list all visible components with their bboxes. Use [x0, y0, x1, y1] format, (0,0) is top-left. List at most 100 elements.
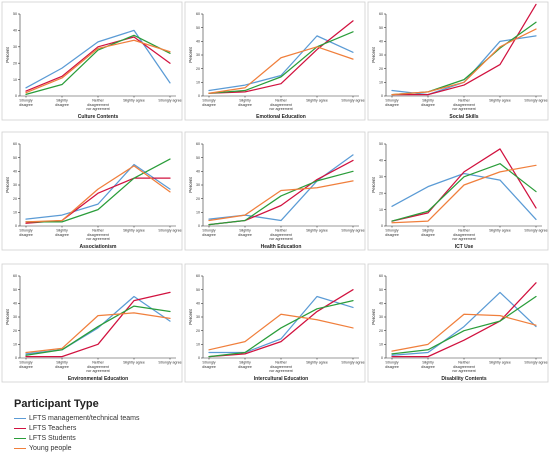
y-tick-label: 60: [196, 142, 200, 146]
panel-title: Emotional Education: [256, 114, 306, 120]
y-tick-label: 20: [13, 61, 17, 65]
legend-label-young-people: Young people: [29, 444, 72, 452]
x-tick-label: disagree: [238, 365, 252, 369]
y-tick-label: 20: [379, 329, 383, 333]
chart-panel: 01020304050PercentStronglydisagreeSlight…: [367, 131, 549, 251]
x-tick-label: disagree: [421, 103, 435, 107]
x-tick-label: nor agreement: [269, 107, 292, 111]
y-tick-label: 0: [198, 356, 200, 360]
x-tick-label: disagree: [385, 233, 399, 237]
panel-title: Health Education: [261, 244, 302, 250]
series-line: [25, 312, 171, 354]
y-axis-label: Percent: [5, 176, 10, 192]
x-tick-label: disagree: [19, 233, 33, 237]
y-tick-label: 50: [379, 142, 383, 146]
x-tick-label: disagree: [202, 103, 216, 107]
y-tick-label: 0: [198, 224, 200, 228]
x-tick-label: disagreement: [87, 103, 109, 107]
chart-panel: 0102030405060PercentStronglydisagreeSlig…: [367, 263, 549, 383]
y-axis-label: Percent: [188, 308, 193, 324]
y-tick-label: 0: [381, 94, 383, 98]
x-tick-label: nor agreement: [452, 237, 475, 241]
x-tick-label: Strongly agree: [341, 229, 364, 233]
y-tick-label: 20: [13, 197, 17, 201]
x-tick-label: Slightly: [239, 99, 251, 103]
legend-item-young-people: Young people: [14, 443, 140, 453]
y-tick-label: 30: [13, 45, 17, 49]
series-line: [391, 148, 537, 222]
panel-title: Associationism: [80, 244, 118, 250]
y-tick-label: 40: [196, 170, 200, 174]
x-tick-label: Slightly agree: [123, 361, 145, 365]
y-tick-label: 50: [196, 156, 200, 160]
x-tick-label: Strongly: [385, 99, 398, 103]
legend-item-students: LFTS Students: [14, 433, 140, 443]
panel-frame: [184, 1, 366, 121]
y-tick-label: 30: [379, 175, 383, 179]
x-tick-label: Slightly: [422, 229, 434, 233]
panel-title: ICT Use: [455, 244, 474, 250]
chart-panel: 0102030405060PercentStronglydisagreeSlig…: [1, 131, 183, 251]
series-line: [391, 164, 537, 224]
series-line: [208, 20, 354, 94]
y-tick-label: 60: [13, 142, 17, 146]
y-tick-label: 60: [196, 12, 200, 16]
y-axis-label: Percent: [371, 46, 376, 62]
x-tick-label: Slightly: [56, 229, 68, 233]
y-tick-label: 40: [379, 40, 383, 44]
series-line: [391, 313, 537, 352]
y-tick-label: 50: [13, 288, 17, 292]
y-tick-label: 30: [196, 183, 200, 187]
x-tick-label: Slightly agree: [489, 229, 511, 233]
x-tick-label: nor agreement: [269, 369, 292, 373]
series-line: [208, 295, 354, 354]
y-axis-label: Percent: [5, 308, 10, 324]
x-tick-label: disagree: [55, 233, 69, 237]
series-line: [25, 291, 171, 358]
x-tick-label: disagree: [55, 365, 69, 369]
y-tick-label: 10: [196, 211, 200, 215]
legend-item-management: LFTS management/technical teams: [14, 413, 140, 423]
x-tick-label: Strongly: [202, 229, 215, 233]
series-line: [391, 3, 537, 96]
x-tick-label: disagreement: [87, 233, 109, 237]
y-axis-label: Percent: [371, 176, 376, 192]
legend-label-management: LFTS management/technical teams: [29, 414, 140, 422]
x-tick-label: Neither: [275, 361, 287, 365]
x-tick-label: Neither: [92, 361, 104, 365]
panel-frame: [1, 1, 183, 121]
series-line: [208, 289, 354, 358]
y-axis-label: Percent: [188, 176, 193, 192]
x-tick-label: nor agreement: [86, 237, 109, 241]
x-tick-label: Slightly agree: [306, 229, 328, 233]
y-tick-label: 10: [13, 211, 17, 215]
x-tick-label: disagree: [19, 103, 33, 107]
series-line: [25, 165, 171, 223]
y-tick-label: 20: [196, 67, 200, 71]
y-tick-label: 20: [196, 197, 200, 201]
chart-panel: 0102030405060PercentStronglydisagreeSlig…: [1, 263, 183, 383]
x-tick-label: Strongly agree: [524, 361, 547, 365]
x-tick-label: disagreement: [270, 365, 292, 369]
y-tick-label: 30: [196, 53, 200, 57]
panel-frame: [184, 131, 366, 251]
x-tick-label: Neither: [458, 361, 470, 365]
x-tick-label: Strongly: [19, 229, 32, 233]
legend-swatch-students: [14, 437, 26, 439]
series-line: [25, 305, 171, 356]
chart-panel: 0102030405060PercentStronglydisagreeSlig…: [184, 131, 366, 251]
y-tick-label: 30: [379, 53, 383, 57]
y-tick-label: 10: [379, 81, 383, 85]
x-tick-label: nor agreement: [452, 107, 475, 111]
chart-panel: 0102030405060PercentStronglydisagreeSlig…: [367, 1, 549, 121]
y-tick-label: 0: [15, 94, 17, 98]
x-tick-label: Neither: [458, 229, 470, 233]
legend-swatch-young-people: [14, 447, 26, 449]
series-line: [208, 154, 354, 222]
x-tick-label: Strongly agree: [524, 229, 547, 233]
x-tick-label: disagree: [55, 103, 69, 107]
series-line: [208, 313, 354, 351]
legend-swatch-teachers: [14, 427, 26, 429]
y-tick-label: 10: [379, 208, 383, 212]
x-tick-label: Strongly: [385, 361, 398, 365]
